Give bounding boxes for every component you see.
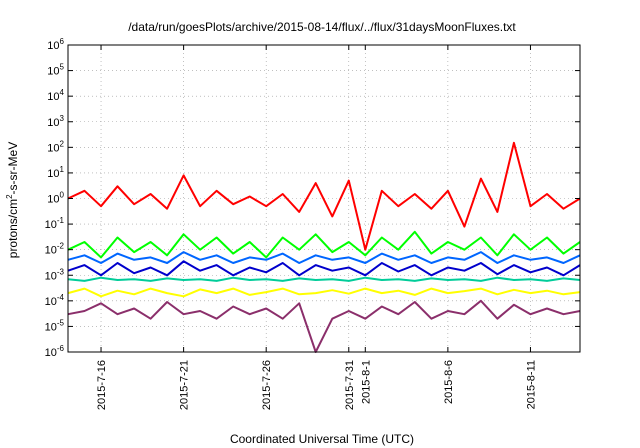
chart-title: /data/run/goesPlots/archive/2015-08-14/f…: [128, 20, 516, 34]
y-tick-base: 10: [45, 245, 57, 257]
x-tick-label: 2015-7-21: [179, 360, 191, 410]
y-tick-base: 10: [45, 296, 57, 308]
y-tick-exponent: 1: [60, 165, 65, 174]
series-line-7: [67, 141, 581, 251]
series-line-4: [67, 230, 581, 259]
y-axis-title-rest: -s-sr-MeV: [6, 142, 20, 195]
axis-ticks: 10-610-510-410-310-210-11001011021031041…: [45, 37, 580, 410]
y-tick-exponent: 2: [60, 139, 65, 148]
y-tick-label: 10-6: [45, 344, 65, 359]
y-tick-exponent: -2: [57, 242, 65, 251]
y-axis-title: protons/cm2-s-sr-MeV: [5, 142, 20, 258]
y-tick-label: 105: [47, 63, 64, 78]
series-line-1: [67, 299, 581, 353]
y-tick-exponent: 0: [60, 191, 65, 200]
y-tick-base: 10: [47, 66, 59, 78]
y-tick-label: 10-3: [45, 267, 65, 282]
y-tick-base: 10: [47, 117, 59, 129]
y-tick-label: 104: [47, 88, 64, 103]
y-tick-label: 10-2: [45, 242, 65, 257]
series-line-6: [67, 260, 581, 277]
y-tick-base: 10: [47, 168, 59, 180]
y-tick-exponent: -4: [57, 293, 65, 302]
x-tick-label: 2015-8-1: [360, 360, 372, 404]
y-tick-exponent: 6: [60, 37, 65, 46]
y-tick-label: 10-4: [45, 293, 65, 308]
y-tick-base: 10: [45, 347, 57, 359]
y-tick-exponent: -5: [57, 318, 65, 327]
y-tick-base: 10: [47, 40, 59, 52]
y-tick-base: 10: [47, 91, 59, 103]
x-tick-label: 2015-7-16: [96, 360, 108, 410]
y-tick-label: 106: [47, 37, 64, 52]
y-tick-label: 100: [47, 191, 64, 206]
y-tick-label: 102: [47, 139, 64, 154]
y-tick-label: 10-1: [45, 216, 65, 231]
y-tick-base: 10: [47, 142, 59, 154]
y-tick-base: 10: [45, 321, 57, 333]
plot-area: [67, 141, 581, 353]
series-line-5: [67, 251, 581, 264]
y-axis-title-exponent: 2: [5, 194, 14, 199]
x-axis-title: Coordinated Universal Time (UTC): [230, 432, 414, 446]
series-line-3: [67, 276, 581, 282]
y-tick-label: 101: [47, 165, 64, 180]
y-tick-exponent: -6: [57, 344, 65, 353]
y-tick-exponent: 3: [60, 114, 65, 123]
y-axis-title-main: protons/cm: [6, 199, 20, 258]
x-tick-label: 2015-8-11: [525, 360, 537, 409]
y-tick-label: 103: [47, 114, 64, 129]
x-tick-label: 2015-7-31: [344, 360, 356, 410]
y-tick-base: 10: [45, 219, 57, 231]
y-tick-exponent: -1: [57, 216, 65, 225]
x-tick-label: 2015-8-6: [443, 360, 455, 404]
y-tick-base: 10: [47, 194, 59, 206]
y-tick-exponent: 5: [60, 63, 65, 72]
y-tick-base: 10: [45, 270, 57, 282]
y-tick-label: 10-5: [45, 318, 65, 333]
y-tick-exponent: 4: [60, 88, 65, 97]
y-tick-exponent: -3: [57, 267, 65, 276]
x-tick-label: 2015-7-26: [261, 360, 273, 410]
series-line-2: [67, 287, 581, 298]
grid: [68, 45, 580, 352]
